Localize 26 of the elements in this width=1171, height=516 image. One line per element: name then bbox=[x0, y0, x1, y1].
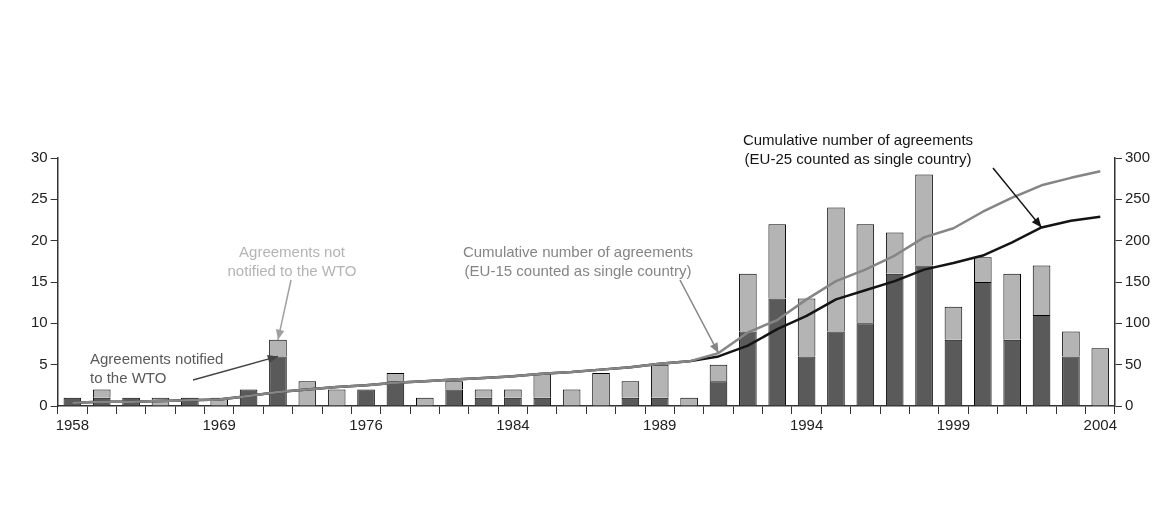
y-tick-label: 15 bbox=[31, 272, 48, 290]
x-tick-label: 1976 bbox=[349, 416, 383, 434]
text: Cumulative number of agreements (EU-25 counted as single country) bbox=[742, 131, 974, 168]
x-tick-label: 1989 bbox=[643, 416, 677, 434]
y-tick-label: 10 bbox=[31, 313, 48, 331]
y2-tick-label: 250 bbox=[1124, 189, 1150, 207]
series-label: Agreements notified to the WTO bbox=[90, 350, 224, 387]
y2-tick-label: 0 bbox=[1124, 396, 1134, 414]
x-tick-label: 1969 bbox=[202, 416, 236, 434]
text: Cumulative number of agreements (EU-15 counted as single country) bbox=[462, 243, 694, 280]
x-tick-label: 2004 bbox=[1083, 416, 1117, 434]
y2-tick-label: 100 bbox=[1124, 313, 1150, 331]
y-tick-label: 30 bbox=[31, 148, 48, 166]
y2-tick-label: 300 bbox=[1124, 148, 1150, 166]
x-tick-label: 1958 bbox=[55, 416, 90, 434]
y-tick-label: 25 bbox=[31, 189, 48, 207]
y2-tick-label: 200 bbox=[1124, 230, 1150, 248]
y-tick-label: 20 bbox=[31, 230, 48, 248]
y2-tick-label: 50 bbox=[1124, 354, 1142, 372]
y2-tick-label: 150 bbox=[1124, 272, 1150, 290]
y-tick-label: 0 bbox=[39, 396, 48, 414]
y-tick-label: 5 bbox=[39, 354, 48, 372]
x-tick-label: 1984 bbox=[496, 416, 530, 434]
x-tick-label: 1999 bbox=[936, 416, 971, 434]
text: Agreements not notified to the WTO bbox=[227, 243, 357, 280]
x-tick-label: 1994 bbox=[789, 416, 824, 434]
